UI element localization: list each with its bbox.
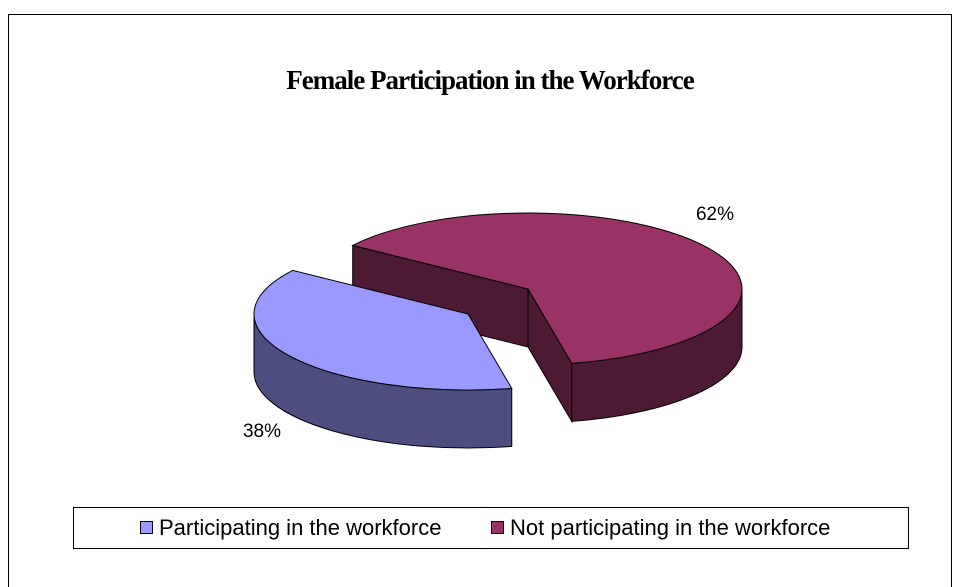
chart-title: Female Participation in the Workforce [286,65,694,95]
legend-swatch [140,521,153,534]
pie-slice [253,269,513,449]
data-label: 62% [696,204,734,225]
slice-top [253,269,513,391]
legend-swatch [491,521,504,534]
legend-label: Participating in the workforce [159,515,441,540]
legend-label: Not participating in the workforce [510,515,830,540]
data-label: 38% [243,421,281,442]
slice-top [351,212,743,364]
pie-slice [351,212,743,424]
